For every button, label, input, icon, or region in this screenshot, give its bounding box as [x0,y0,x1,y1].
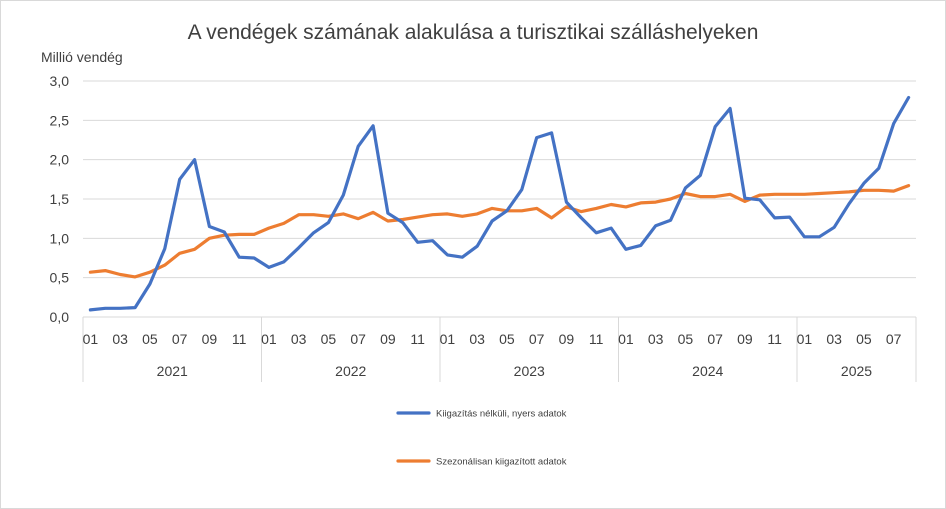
x-tick-label: 07 [172,331,188,347]
x-tick-label: 09 [559,331,575,347]
x-tick-label: 11 [767,331,782,347]
legend-label: Kiigazítás nélküli, nyers adatok [436,409,567,420]
x-tick-label: 01 [440,331,456,347]
y-tick-label: 2,5 [50,112,70,128]
x-tick-label: 05 [142,331,158,347]
x-tick-label: 05 [499,331,515,347]
y-tick-label: 0,0 [50,309,70,325]
year-label: 2024 [692,363,723,379]
x-tick-label: 07 [886,331,902,347]
series-lines [88,95,911,312]
y-tick-label: 1,0 [50,230,70,246]
x-tick-label: 01 [261,331,277,347]
x-tick-label: 03 [648,331,664,347]
x-tick-label: 09 [737,331,753,347]
gridlines [83,80,916,279]
x-tick-label: 01 [797,331,813,347]
x-tick-label: 09 [202,331,218,347]
x-tick-label: 07 [350,331,366,347]
x-tick-label: 09 [380,331,396,347]
series-line [88,95,911,312]
y-tick-labels: 0,0 0,5 1,0 1,5 2,0 2,5 3,0 [50,73,70,325]
year-label: 2021 [157,363,188,379]
x-tick-label: 05 [678,331,694,347]
x-tick-label: 11 [232,331,247,347]
x-tick-label: 11 [410,331,425,347]
x-tick-label: 05 [321,331,337,347]
year-label: 2023 [514,363,545,379]
y-axis-label: Millió vendég [41,49,123,65]
y-tick-label: 1,5 [50,191,70,207]
year-label: 2025 [841,363,872,379]
x-axis [82,316,917,382]
year-labels: 2021 2022 2023 2024 2025 [157,363,873,379]
y-tick-label: 0,5 [50,270,70,286]
y-tick-label: 2,0 [50,152,70,168]
x-tick-label: 07 [529,331,545,347]
x-tick-label: 03 [826,331,842,347]
y-tick-label: 3,0 [50,73,70,89]
year-label: 2022 [335,363,366,379]
legend: Kiigazítás nélküli, nyers adatok Szezonál… [396,409,567,468]
x-tick-label: 07 [707,331,723,347]
legend-label: Szezonálisan kiigazított adatok [436,457,567,468]
x-tick-label: 03 [291,331,307,347]
x-tick-label: 01 [83,331,99,347]
x-tick-label: 03 [469,331,485,347]
chart-title: A vendégek számának alakulása a turiszti… [188,21,759,44]
x-tick-label: 01 [618,331,634,347]
x-tick-labels: 01 03 05 07 09 11 01 03 05 07 09 11 01 03 05 07 09 11 01 03… [83,331,902,347]
x-tick-label: 05 [856,331,872,347]
x-tick-label: 11 [589,331,604,347]
x-tick-label: 03 [112,331,128,347]
